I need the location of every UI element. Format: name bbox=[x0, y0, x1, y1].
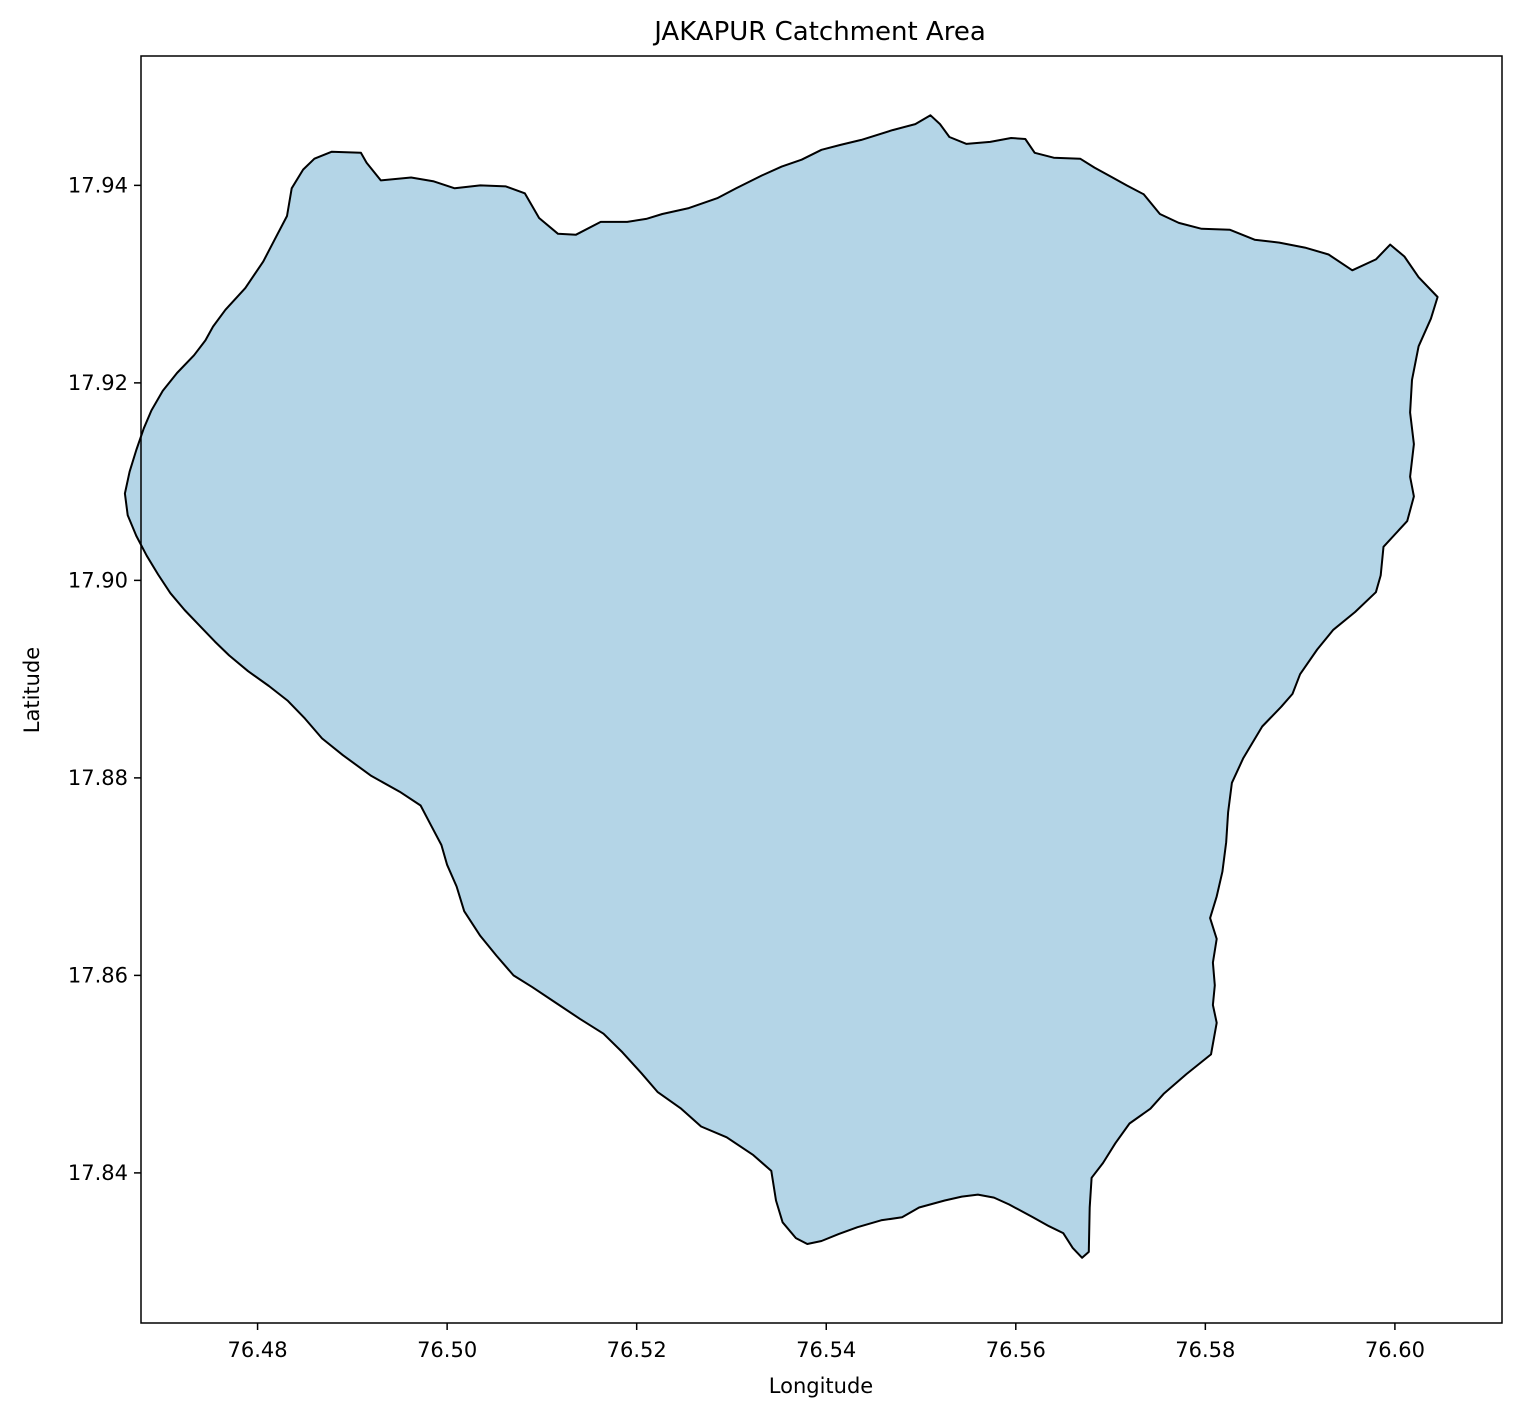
y-tick-label: 17.86 bbox=[68, 963, 128, 987]
y-tick-label: 17.90 bbox=[68, 568, 128, 592]
chart-title: JAKAPUR Catchment Area bbox=[652, 17, 986, 47]
x-tick-label: 76.58 bbox=[1175, 1338, 1235, 1362]
x-tick-label: 76.52 bbox=[607, 1338, 667, 1362]
catchment-area-polygon bbox=[123, 114, 1439, 1259]
x-tick-label: 76.56 bbox=[986, 1338, 1046, 1362]
x-tick-label: 76.48 bbox=[228, 1338, 288, 1362]
y-tick-label: 17.94 bbox=[68, 173, 128, 197]
x-axis-label: Longitude bbox=[769, 1374, 873, 1398]
x-tick-label: 76.50 bbox=[417, 1338, 477, 1362]
y-tick-label: 17.88 bbox=[68, 766, 128, 790]
y-axis-label: Latitude bbox=[20, 647, 44, 733]
x-axis-ticks: 76.48 76.50 76.52 76.54 76.56 76.58 76.60 bbox=[228, 1323, 1425, 1362]
y-tick-label: 17.92 bbox=[68, 371, 128, 395]
y-axis-ticks: 17.84 17.86 17.88 17.90 17.92 17.94 bbox=[68, 173, 141, 1185]
x-tick-label: 76.60 bbox=[1365, 1338, 1425, 1362]
axes-frame bbox=[140, 55, 1503, 1324]
x-tick-label: 76.54 bbox=[796, 1338, 856, 1362]
y-tick-label: 17.84 bbox=[68, 1161, 128, 1185]
plot-area bbox=[123, 55, 1503, 1324]
